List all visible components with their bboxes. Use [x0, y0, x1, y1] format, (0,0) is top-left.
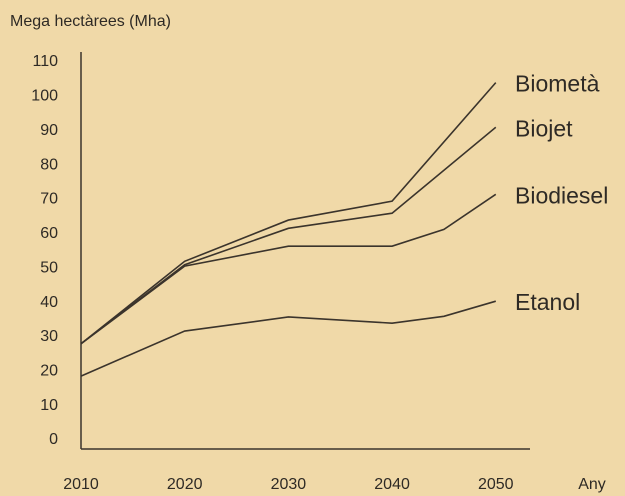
series-label: Biojet [515, 115, 573, 141]
series-label: Biodiesel [515, 182, 608, 208]
x-tick-label: 2010 [63, 476, 99, 493]
y-tick-label: 90 [40, 122, 58, 139]
y-tick-label: 40 [40, 294, 58, 311]
x-tick-label: 2030 [271, 476, 307, 493]
x-axis-label: Any [578, 476, 606, 493]
y-tick-label: 110 [32, 53, 58, 70]
series-line [80, 193, 497, 345]
x-tick-label: 2020 [167, 476, 203, 493]
y-tick-label: 100 [31, 88, 58, 105]
series-line [80, 300, 497, 377]
series-label: Etanol [515, 289, 580, 315]
x-tick-label: 2050 [478, 476, 514, 493]
y-tick-label: 80 [40, 156, 58, 173]
y-tick-label: 50 [40, 259, 58, 276]
x-tick-label: 2040 [374, 476, 410, 493]
y-tick-label: 10 [40, 397, 58, 414]
y-tick-label: 70 [40, 191, 58, 208]
series-line [80, 82, 497, 345]
y-tick-label: 30 [40, 328, 58, 345]
y-axis-label: Mega hectàrees (Mha) [10, 13, 171, 30]
y-tick-label: 0 [49, 431, 58, 448]
series-label: Biometà [515, 71, 600, 97]
y-tick-label: 20 [40, 362, 58, 379]
y-tick-label: 60 [40, 225, 58, 242]
